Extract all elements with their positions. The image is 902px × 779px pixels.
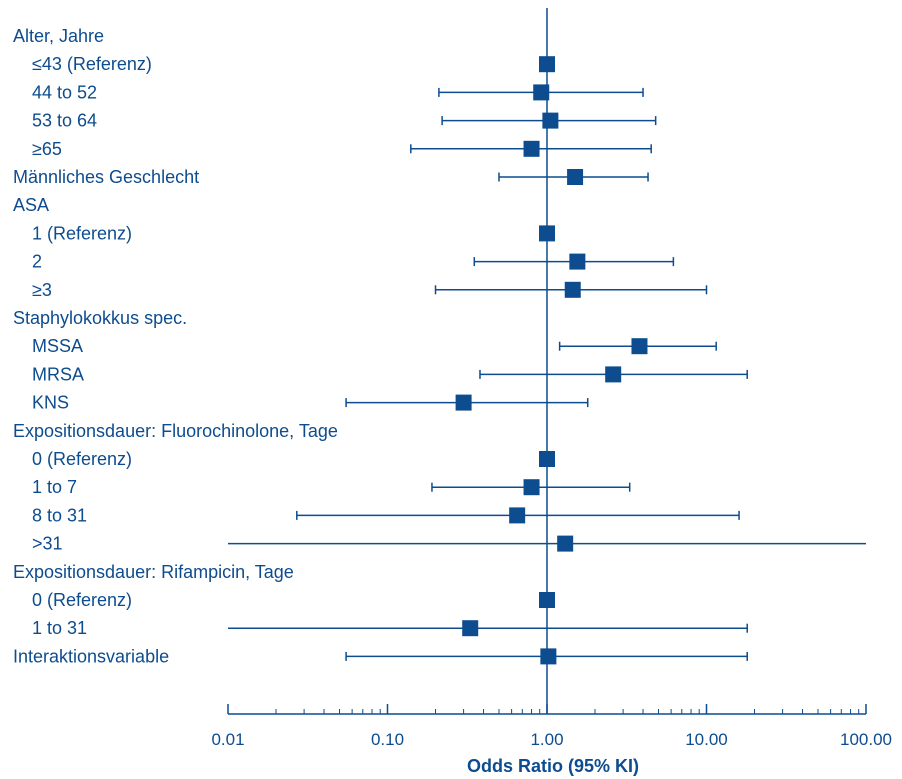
or-marker [569,253,586,270]
row-label: Staphylokokkus spec. [13,308,187,328]
or-marker [542,112,559,129]
or-marker [605,366,622,383]
or-marker [557,535,574,552]
or-marker [539,592,555,608]
row-label: 53 to 64 [32,111,97,131]
or-marker [539,56,555,73]
row-label: ≥65 [32,139,62,159]
or-marker [539,225,555,242]
or-marker [539,451,555,467]
row-label: 1 to 31 [32,618,87,638]
tick-label: 10.00 [685,730,728,749]
or-marker [631,338,648,355]
row-label: Expositionsdauer: Fluorochinolone, Tage [13,421,338,441]
or-marker [533,84,550,101]
row-label: ≥3 [32,280,52,300]
row-label: ASA [13,195,49,215]
row-label: 8 to 31 [32,505,87,525]
tick-label: 0.10 [371,730,404,749]
x-axis-ticks [227,704,867,714]
or-marker [564,281,581,298]
odds-ratio-markers [455,56,648,665]
or-marker [567,169,584,185]
row-label: Männliches Geschlecht [13,167,199,187]
or-marker [455,394,472,411]
row-label: Alter, Jahre [13,26,104,46]
row-label: 1 (Referenz) [32,223,132,243]
row-label: 0 (Referenz) [32,449,132,469]
row-label: 1 to 7 [32,477,77,497]
row-label: ≤43 (Referenz) [32,54,152,74]
or-marker [523,479,540,496]
or-marker [523,140,540,157]
tick-label: 100.00 [840,730,892,749]
row-labels: Alter, Jahre ≤43 (Referenz) 44 to 52 53 to … [13,26,338,666]
tick-label: 0.01 [211,730,244,749]
row-label: MSSA [32,336,83,356]
row-label: >31 [32,534,63,554]
tick-label: 1.00 [530,730,563,749]
or-marker [509,507,526,524]
row-label: 44 to 52 [32,82,97,102]
or-marker [540,648,557,665]
x-axis-tick-labels: 0.01 0.10 1.00 10.00 100.00 [211,730,892,749]
row-label: KNS [32,393,69,413]
x-axis-title: Odds Ratio (95% KI) [467,756,639,776]
row-label: Interaktionsvariable [13,646,169,666]
row-label: MRSA [32,364,84,384]
row-label: 2 [32,252,42,272]
row-label: Expositionsdauer: Rifampicin, Tage [13,562,294,582]
row-label: 0 (Referenz) [32,590,132,610]
or-marker [462,620,479,637]
